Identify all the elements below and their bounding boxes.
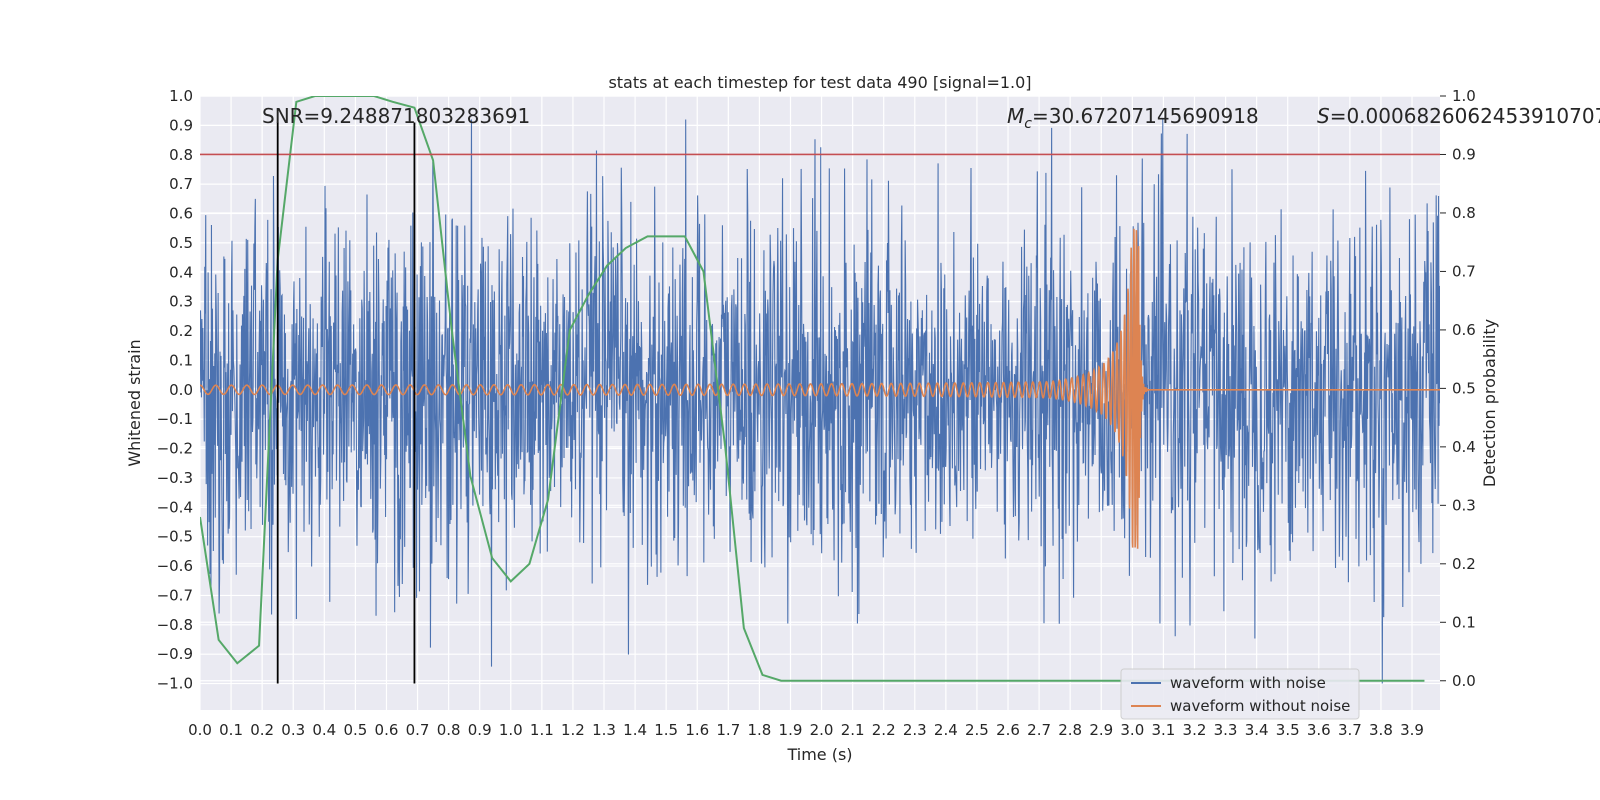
y-tick-label: 0.5 (169, 234, 193, 252)
y2-tick-label: 0.0 (1452, 672, 1476, 690)
x-tick-label: 3.4 (1245, 721, 1269, 739)
series-waveform-with-noise (200, 119, 1440, 684)
x-tick-label: 2.6 (996, 721, 1020, 739)
annotation-chirp-mass: Mc=30.67207145690918 (1007, 104, 1259, 132)
y-tick-label: −0.8 (157, 616, 193, 634)
x-tick-label: 1.5 (654, 721, 678, 739)
y-tick-label: −1.0 (157, 675, 193, 693)
y-tick-label: 0.2 (169, 322, 193, 340)
x-tick-label: 0.7 (406, 721, 430, 739)
x-tick-label: 1.0 (499, 721, 523, 739)
x-tick-label: 3.1 (1151, 721, 1175, 739)
x-tick-label: 2.0 (810, 721, 834, 739)
x-tick-label: 1.6 (685, 721, 709, 739)
y2-tick-label: 0.7 (1452, 262, 1476, 280)
y2-tick-label: 0.3 (1452, 496, 1476, 514)
y2-tick-label: 0.8 (1452, 204, 1476, 222)
y2-axis-label: Detection probability (1480, 319, 1499, 487)
x-tick-labels: 0.0 0.1 0.2 0.3 0.4 0.5 0.6 0.7 0.8 0.9 1.0 1.1 1.2 1… (188, 721, 1424, 739)
legend-box (1120, 668, 1360, 720)
x-tick-label: 1.3 (592, 721, 616, 739)
x-tick-label: 2.2 (872, 721, 896, 739)
x-tick-label: 3.3 (1214, 721, 1238, 739)
y2-tick-label: 1.0 (1452, 87, 1476, 105)
y-tick-label: 1.0 (169, 87, 193, 105)
y-tick-label: 0.6 (169, 205, 193, 223)
y-tick-labels: 1.0 0.9 0.8 0.7 0.6 0.5 0.4 0.3 0.2 0.1 0.0 −0.1 −0.… (157, 87, 193, 693)
y-tick-label: 0.9 (169, 116, 193, 134)
y2-tick-label: 0.9 (1452, 145, 1476, 163)
y2-tick-label: 0.5 (1452, 379, 1476, 397)
y-tick-label: 0.1 (169, 351, 193, 369)
y-tick-label: −0.9 (157, 645, 193, 663)
x-tick-label: 3.0 (1120, 721, 1144, 739)
series-detection-probability (200, 96, 1425, 682)
legend-label-clean: waveform without noise (1170, 697, 1350, 715)
y2-tick-label: 0.6 (1452, 321, 1476, 339)
series-waveform-without-noise (200, 228, 1440, 549)
y-tick-label: −0.3 (157, 469, 193, 487)
x-tick-label: 3.6 (1307, 721, 1331, 739)
x-tick-label: 2.1 (841, 721, 865, 739)
x-tick-label: 3.7 (1338, 721, 1362, 739)
x-tick-label: 1.8 (747, 721, 771, 739)
x-tick-label: 1.9 (779, 721, 803, 739)
x-axis-label: Time (s) (786, 745, 852, 764)
x-tick-label: 0.0 (188, 721, 212, 739)
y-tick-label: −0.4 (157, 498, 193, 516)
x-tick-label: 0.3 (281, 721, 305, 739)
x-tick-label: 2.3 (903, 721, 927, 739)
x-tick-label: 3.5 (1276, 721, 1300, 739)
x-tick-label: 0.4 (312, 721, 336, 739)
annotation-snr: SNR=9.248871803283691 (262, 104, 530, 128)
y-tick-label: −0.1 (157, 410, 193, 428)
x-tick-label: 3.9 (1400, 721, 1424, 739)
x-tick-label: 3.2 (1183, 721, 1207, 739)
y-tick-label: 0.7 (169, 175, 193, 193)
y-tick-label: −0.2 (157, 440, 193, 458)
x-tick-label: 0.2 (250, 721, 274, 739)
y-tick-label: −0.6 (157, 557, 193, 575)
legend-label-noise: waveform with noise (1170, 674, 1326, 692)
y2-tick-labels: 1.0 0.9 0.8 0.7 0.6 0.5 0.4 0.3 0.2 0.1 0.0 (1440, 87, 1476, 690)
data-layer (200, 96, 1440, 684)
x-tick-label: 2.9 (1089, 721, 1113, 739)
x-tick-label: 0.8 (437, 721, 461, 739)
x-tick-label: 1.7 (716, 721, 740, 739)
y-tick-label: 0.3 (169, 293, 193, 311)
chart-title: stats at each timestep for test data 490… (608, 73, 1031, 92)
legend: waveform with noise waveform without noi… (1120, 668, 1360, 720)
x-tick-label: 1.1 (530, 721, 554, 739)
y-tick-label: −0.5 (157, 528, 193, 546)
y2-tick-label: 0.2 (1452, 555, 1476, 573)
x-tick-label: 0.1 (219, 721, 243, 739)
y-axis-label: Whitened strain (125, 339, 144, 466)
x-tick-label: 2.4 (934, 721, 958, 739)
y-tick-label: 0.0 (169, 381, 193, 399)
x-tick-label: 2.8 (1058, 721, 1082, 739)
y-tick-label: −0.7 (157, 586, 193, 604)
x-tick-label: 3.8 (1369, 721, 1393, 739)
x-tick-label: 2.7 (1027, 721, 1051, 739)
y-tick-label: 0.8 (169, 146, 193, 164)
x-tick-label: 1.2 (561, 721, 585, 739)
y2-tick-label: 0.1 (1452, 613, 1476, 631)
x-tick-label: 0.5 (343, 721, 367, 739)
annotation-s: S=0.0006826062453910707 (1317, 104, 1600, 128)
x-tick-label: 2.5 (965, 721, 989, 739)
x-tick-label: 0.6 (375, 721, 399, 739)
x-tick-label: 1.4 (623, 721, 647, 739)
y2-tick-label: 0.4 (1452, 438, 1476, 456)
y-tick-label: 0.4 (169, 263, 193, 281)
x-tick-label: 0.9 (468, 721, 492, 739)
